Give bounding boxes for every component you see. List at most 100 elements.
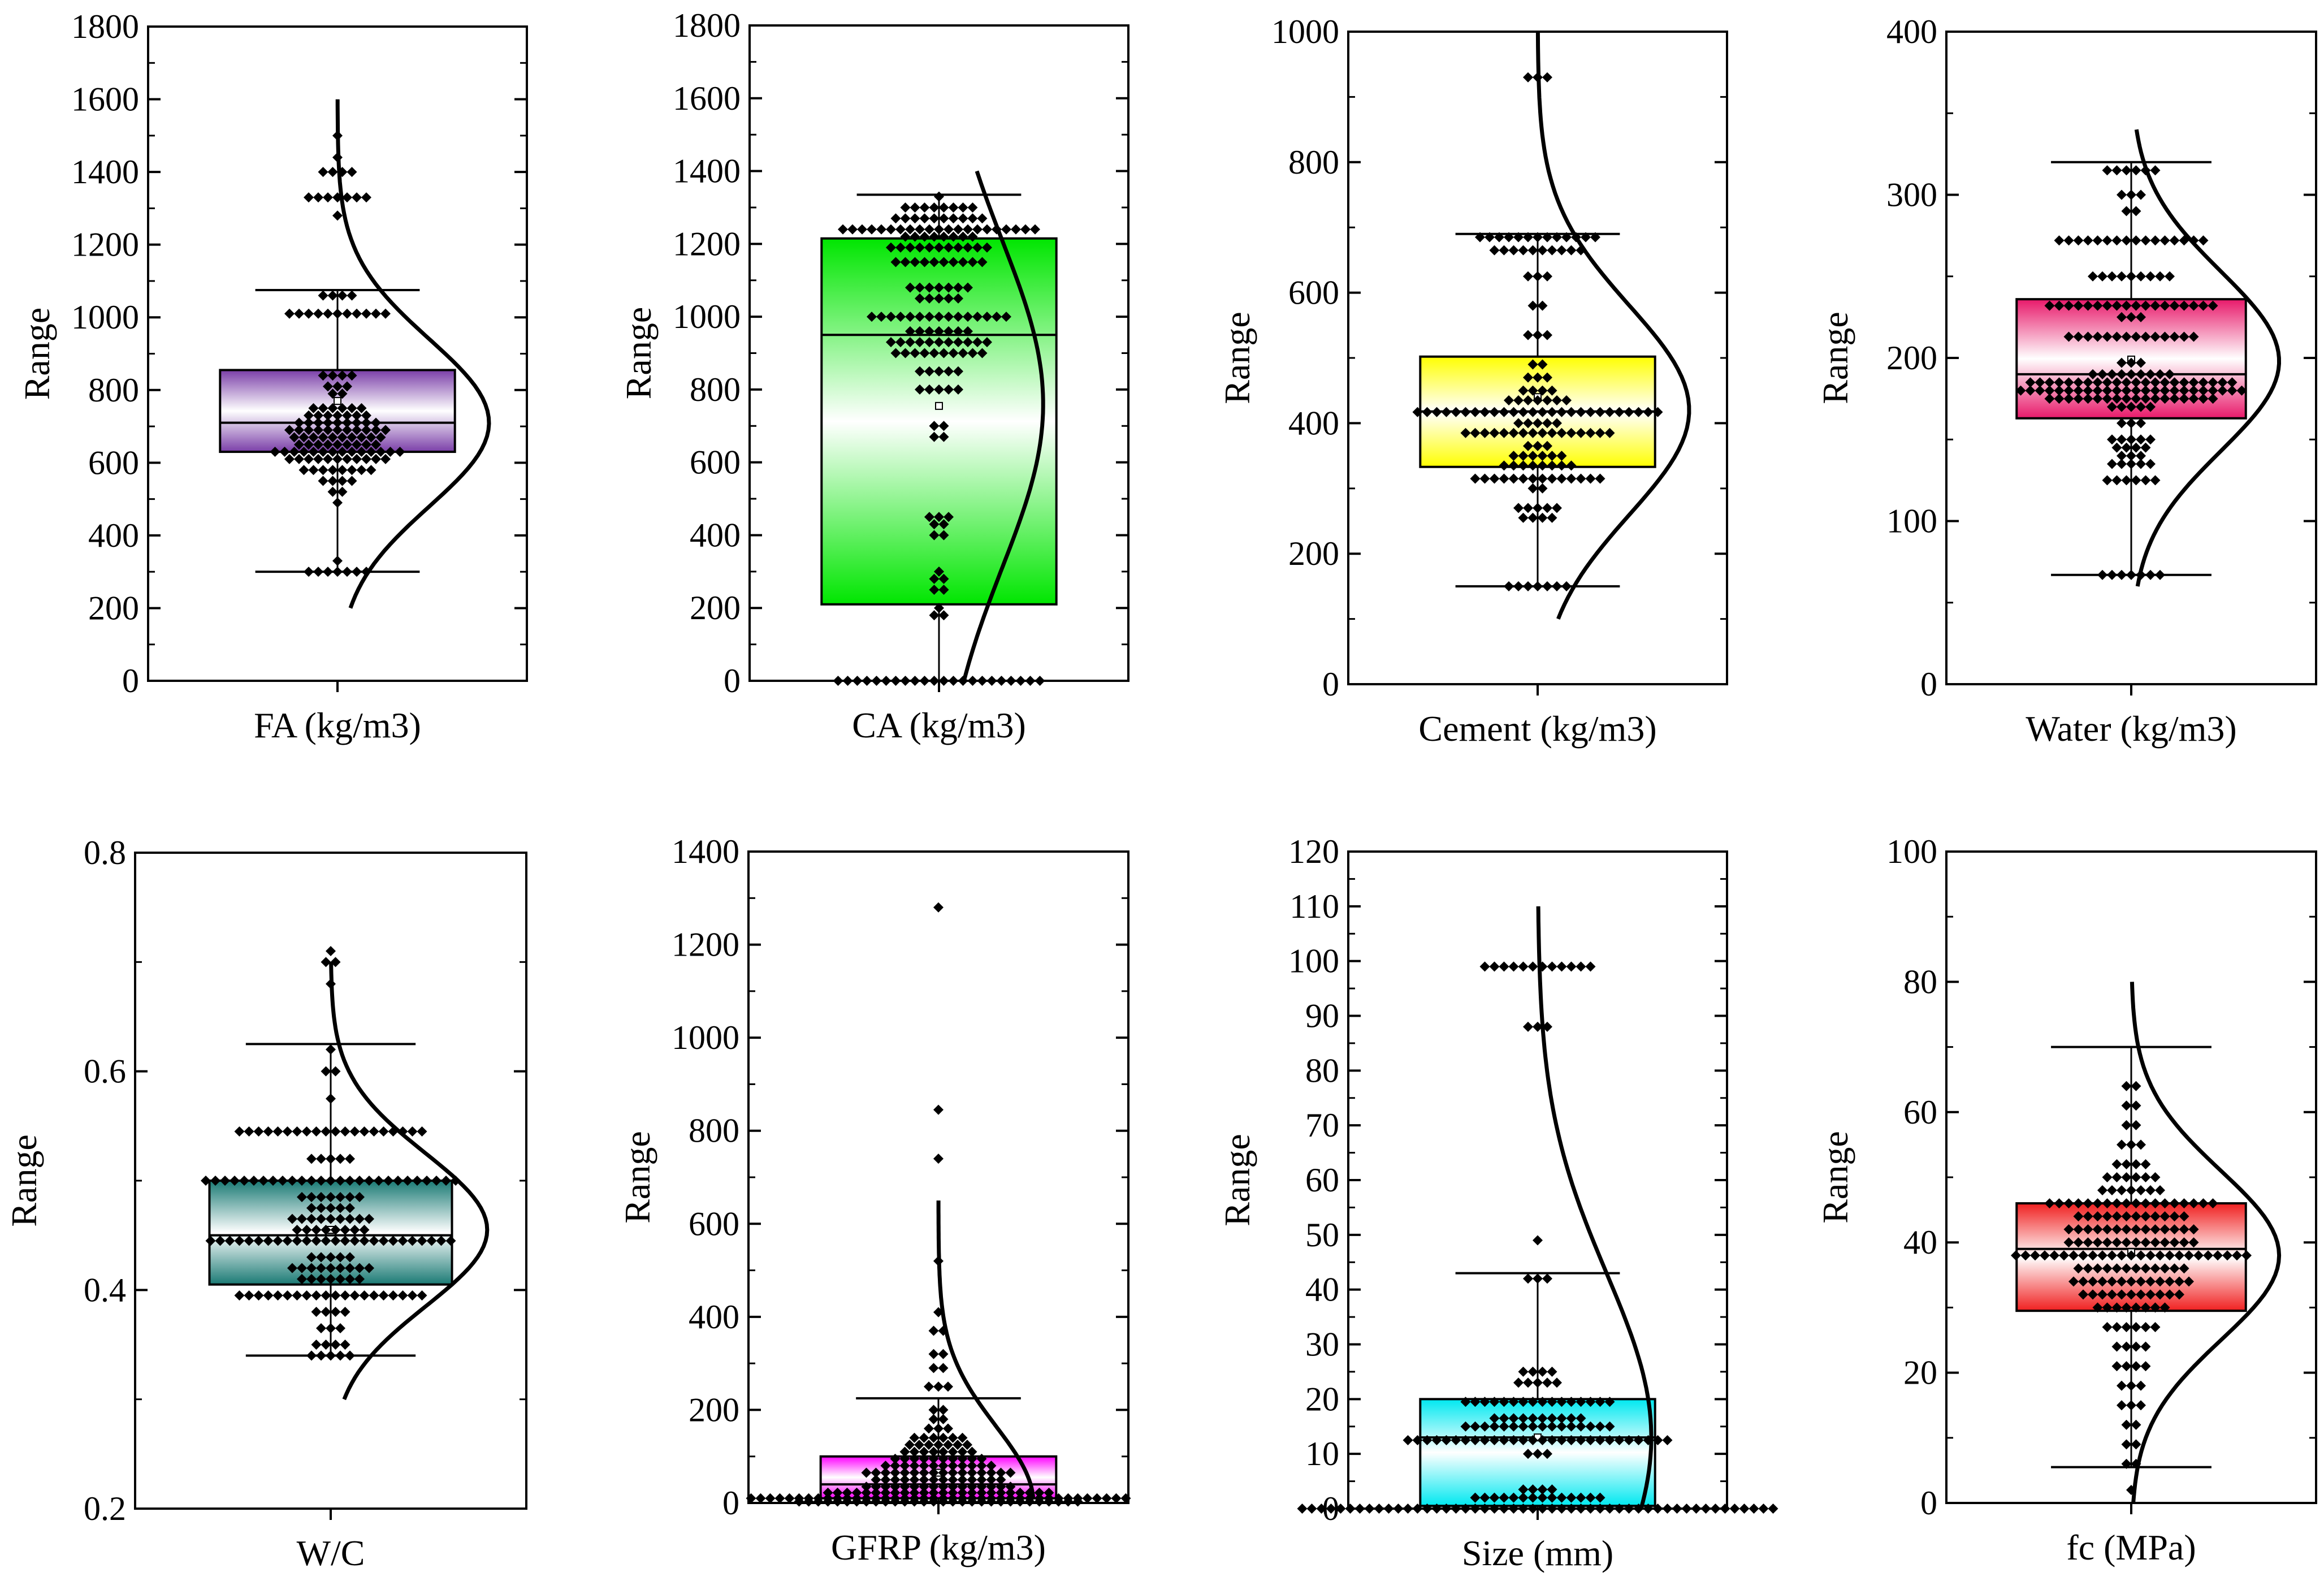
data-point [2155,271,2165,282]
data-point [880,1474,891,1485]
data-point [1576,1397,1586,1407]
data-point [934,326,944,336]
data-point [2111,1211,2122,1222]
data-point [2121,1100,2132,1111]
data-point [326,1274,336,1284]
data-point [919,1432,929,1443]
data-point [1518,961,1529,972]
data-point [953,293,963,304]
data-point [2107,569,2117,580]
data-point [1537,451,1548,461]
data-point [2126,1276,2136,1287]
data-point [2097,1185,2107,1196]
y-tick-label: 1400 [672,833,739,870]
data-point [1451,407,1461,417]
data-point [2169,1263,2180,1274]
data-point [375,432,386,443]
data-point [1652,1435,1663,1445]
data-point [332,417,343,428]
data-point [847,224,858,235]
data-point [915,384,925,395]
data-point [1527,1366,1538,1377]
data-point [958,202,968,213]
data-point [890,1474,901,1485]
y-tick-label: 0.8 [84,834,126,871]
data-point [1566,427,1577,438]
data-point [2174,1250,2184,1261]
data-point [2063,394,2074,404]
data-point [327,290,338,301]
data-point [876,312,886,322]
data-point [330,1290,341,1301]
data-point [244,1290,254,1301]
data-point [2078,1276,2088,1287]
data-point [881,676,891,686]
data-point [2073,394,2084,404]
data-point [1633,1435,1644,1445]
data-point [976,1481,987,1492]
data-point [1585,427,1596,438]
data-point [2179,1198,2189,1209]
data-point [441,1176,451,1186]
data-point [929,530,940,541]
data-point [2044,1198,2055,1209]
data-point [962,1440,972,1450]
data-point [986,1481,997,1492]
data-point [1547,473,1557,484]
data-point [2054,300,2065,311]
data-point [1518,512,1529,523]
data-point [1662,1435,1673,1445]
y-tick-label: 0.6 [84,1053,126,1090]
normal-curve [2130,982,2282,1504]
data-point [1499,1421,1509,1432]
data-point [1542,418,1552,429]
data-point [2188,300,2199,311]
data-point [330,1307,341,1317]
data-point [982,224,992,235]
data-point [1604,1397,1615,1407]
data-point [909,1481,920,1492]
data-point [321,1340,331,1350]
data-point [1556,407,1567,417]
data-point [327,476,338,486]
data-point [929,421,940,431]
data-point [2015,385,2026,396]
data-point [1542,372,1552,383]
data-point [957,1487,968,1498]
data-point [947,1453,958,1464]
data-point [326,1192,336,1202]
data-point [2107,271,2117,282]
data-point [1537,1484,1548,1495]
data-point [1533,503,1543,513]
data-point [958,257,968,267]
y-tick-label: 1800 [71,8,139,45]
data-point [1489,1504,1500,1514]
data-point [2150,165,2161,176]
data-point [947,1446,958,1457]
data-point [910,257,920,267]
data-point [1533,1449,1543,1459]
data-point [352,425,362,435]
data-point [1576,427,1586,438]
data-point [1508,1435,1519,1445]
data-point [234,1126,245,1137]
data-point [1566,1421,1577,1432]
y-tick-label: 80 [1903,963,1937,1000]
y-tick-label: 1200 [672,926,739,964]
data-point [2150,1198,2161,1209]
data-point [919,213,930,224]
data-point [986,1474,997,1485]
data-point [354,1213,365,1224]
data-point [326,1154,336,1164]
y-tick-label: 300 [1886,176,1937,214]
data-point [944,512,954,522]
data-point [929,231,940,242]
x-axis-label: CA (kg/m3) [852,705,1026,745]
y-tick-label: 800 [1288,144,1339,181]
data-point [1499,1397,1509,1407]
data-point [2140,1361,2151,1372]
data-point [2121,1237,2132,1248]
data-point [318,432,328,443]
data-point [417,1236,427,1246]
data-point [899,1481,910,1492]
